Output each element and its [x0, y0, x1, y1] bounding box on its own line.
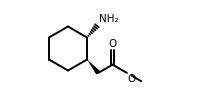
Polygon shape: [87, 59, 100, 75]
Text: O: O: [128, 74, 136, 84]
Text: NH₂: NH₂: [99, 14, 119, 24]
Text: O: O: [108, 39, 117, 49]
